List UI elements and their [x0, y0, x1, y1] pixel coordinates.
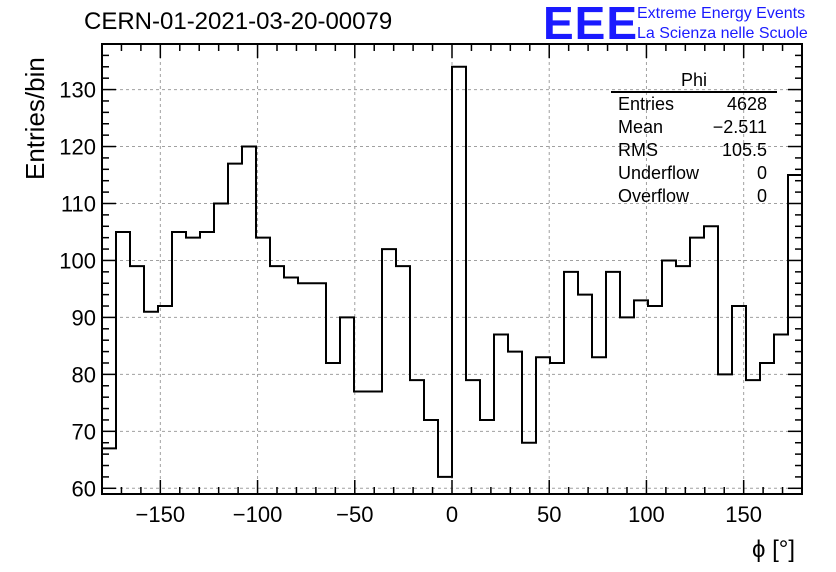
- histogram-bin: [732, 306, 746, 494]
- stats-value: 0: [756, 186, 767, 206]
- y-tick-labels: 60 70 80 90 100 110 120 130: [59, 78, 96, 502]
- x-tick-label: −50: [336, 502, 373, 527]
- stats-row: RMS 105.5: [611, 139, 777, 162]
- logo-caption: Extreme Energy Events La Scienza nelle S…: [637, 4, 808, 44]
- histogram-outline: [102, 65, 802, 478]
- histogram-bin: [718, 374, 732, 494]
- histogram-bin: [242, 147, 256, 494]
- histogram-bin: [676, 266, 690, 494]
- y-tick-label: 110: [61, 191, 96, 216]
- x-axis-label: ϕ [°]: [752, 536, 796, 563]
- chart-title: CERN-01-2021-03-20-00079: [84, 8, 393, 35]
- histogram-bin: [480, 420, 494, 494]
- histogram-bin: [774, 335, 788, 494]
- y-tick-label: 80: [72, 362, 96, 387]
- histogram-bin: [648, 306, 662, 494]
- histogram-bin: [382, 249, 396, 494]
- histogram-bin: [662, 260, 676, 494]
- histogram-bin: [508, 352, 522, 494]
- x-tick-labels: −150 −100 −50 0 50 100 150: [136, 502, 762, 527]
- y-tick-label: 100: [59, 248, 96, 273]
- stats-value: 105.5: [721, 140, 767, 160]
- histogram-bin: [256, 238, 270, 494]
- x-tick-label: −150: [136, 502, 186, 527]
- histogram-bin: [284, 278, 298, 494]
- histogram-bin: [368, 391, 382, 494]
- stats-label: Mean: [618, 117, 664, 137]
- histogram-bin: [690, 238, 704, 494]
- stats-label: Entries: [618, 94, 675, 114]
- histogram-bin: [788, 175, 802, 494]
- histogram-bin: [270, 266, 284, 494]
- y-tick-label: 60: [72, 476, 96, 501]
- histogram-bin: [606, 272, 620, 494]
- histogram-bin: [494, 335, 508, 494]
- histogram-bin: [522, 443, 536, 494]
- stats-row: Mean −2.511: [611, 116, 777, 139]
- histogram-bin: [578, 295, 592, 494]
- histogram-bin: [466, 380, 480, 494]
- histogram-bin: [354, 391, 368, 494]
- x-tick-label: 100: [628, 502, 665, 527]
- histogram-bin: [172, 232, 186, 494]
- histogram-bin: [704, 226, 718, 494]
- histogram-bin: [326, 363, 340, 494]
- stats-row: Overflow 0: [611, 185, 777, 208]
- y-tick-label: 130: [59, 78, 96, 103]
- axis-ticks: [102, 44, 802, 494]
- histogram-bin: [200, 232, 214, 494]
- x-tick-label: 150: [725, 502, 762, 527]
- histogram-bin: [130, 266, 144, 494]
- y-tick-label: 120: [59, 135, 96, 160]
- logo-caption-line1: Extreme Energy Events: [637, 5, 806, 22]
- histogram-bin: [564, 272, 578, 494]
- histogram-bin: [186, 238, 200, 494]
- x-tick-label: 0: [446, 502, 458, 527]
- histogram-bin: [228, 164, 242, 494]
- stats-label: RMS: [618, 140, 658, 160]
- histogram-bin: [550, 363, 564, 494]
- stats-box: Phi Entries 4628 Mean −2.511 RMS 105.5 U…: [611, 70, 777, 208]
- stats-title: Phi: [611, 70, 777, 93]
- histogram-bin: [634, 300, 648, 494]
- histogram-bin: [158, 306, 172, 494]
- eee-logo: EEE: [543, 0, 639, 49]
- histogram-bin: [536, 357, 550, 494]
- stats-value: 0: [756, 163, 767, 183]
- x-tick-label: 50: [537, 502, 561, 527]
- histogram-bin: [438, 477, 452, 494]
- histogram-bin: [396, 266, 410, 494]
- y-axis-label: Entries/bin: [20, 57, 50, 180]
- stats-row: Underflow 0: [611, 162, 777, 185]
- histogram-bin: [592, 357, 606, 494]
- histogram-bin: [760, 363, 774, 494]
- logo-caption-line2: La Scienza nelle Scuole: [637, 25, 808, 42]
- histogram-bin: [312, 283, 326, 494]
- histogram-bin: [144, 312, 158, 494]
- y-tick-label: 70: [72, 419, 96, 444]
- histogram-bin: [340, 317, 354, 494]
- stats-value: 4628: [726, 94, 767, 114]
- histogram-bin: [116, 232, 130, 494]
- histogram-bin: [620, 317, 634, 494]
- x-tick-label: −100: [233, 502, 283, 527]
- histogram-bin: [452, 67, 466, 494]
- histogram-bin: [746, 380, 760, 494]
- histogram-bin: [214, 203, 228, 494]
- histogram-bin: [424, 420, 438, 494]
- histogram-bin: [410, 380, 424, 494]
- stats-value: −2.511: [712, 117, 767, 137]
- y-tick-label: 90: [72, 305, 96, 330]
- stats-label: Underflow: [618, 163, 700, 183]
- histogram-bin: [298, 283, 312, 494]
- histogram-bin: [102, 448, 116, 494]
- stats-row: Entries 4628: [611, 93, 777, 116]
- stats-label: Overflow: [618, 186, 690, 206]
